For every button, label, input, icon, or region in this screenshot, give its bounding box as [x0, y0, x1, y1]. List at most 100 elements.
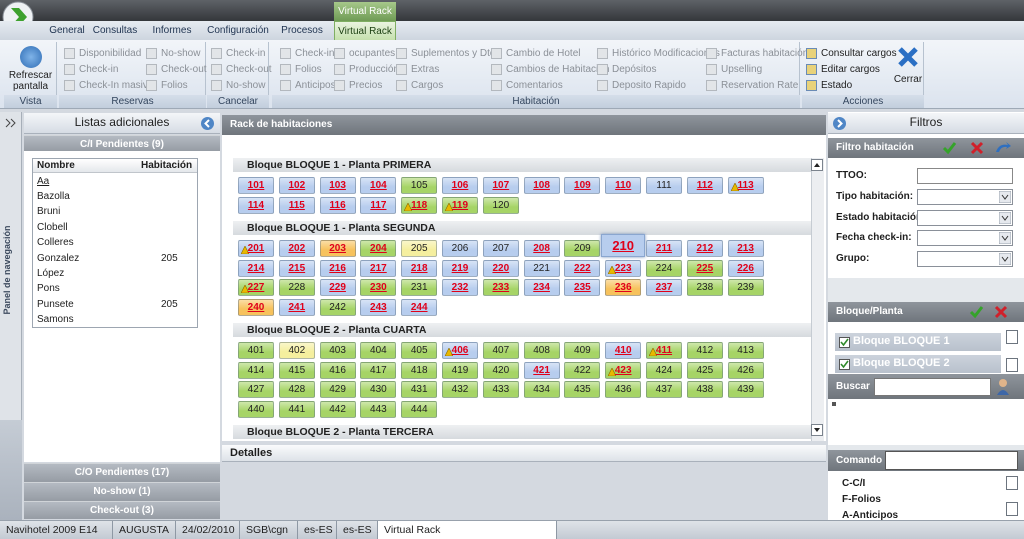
room[interactable]: 217: [360, 259, 397, 277]
search-icon[interactable]: [995, 377, 1013, 397]
scroll-down[interactable]: [811, 424, 823, 436]
room[interactable]: 435: [564, 381, 601, 398]
room[interactable]: 223: [605, 259, 642, 277]
command-item[interactable]: C-C/I: [842, 478, 866, 489]
room[interactable]: 415: [278, 361, 315, 379]
room[interactable]: 206: [442, 240, 478, 257]
room[interactable]: 108: [523, 177, 560, 194]
tab[interactable]: Informes: [152, 25, 192, 36]
room[interactable]: 239: [727, 279, 764, 296]
room[interactable]: 101: [238, 177, 274, 194]
room[interactable]: 106: [442, 177, 478, 194]
room[interactable]: 244: [401, 298, 438, 316]
room[interactable]: 243: [360, 298, 397, 316]
refresh-icon[interactable]: [996, 142, 1011, 152]
room[interactable]: 202: [278, 240, 315, 257]
field-select[interactable]: [917, 251, 1013, 268]
ribbon-button-large[interactable]: Refrescar pantalla: [4, 44, 57, 94]
scroll-up[interactable]: [1006, 476, 1018, 490]
room[interactable]: 436: [605, 381, 642, 398]
command-input[interactable]: [885, 451, 1018, 470]
room[interactable]: 232: [442, 279, 478, 296]
room[interactable]: 432: [442, 381, 478, 398]
room[interactable]: 227: [238, 279, 274, 296]
room[interactable]: 414: [238, 361, 274, 379]
room[interactable]: 103: [319, 177, 356, 194]
scroll-up[interactable]: [1006, 330, 1018, 344]
room[interactable]: 403: [319, 342, 356, 359]
room[interactable]: 219: [442, 259, 478, 277]
apply-icon[interactable]: [942, 142, 957, 155]
apply-icon[interactable]: [969, 306, 984, 319]
room[interactable]: 438: [686, 381, 723, 398]
scrollbar[interactable]: [811, 158, 824, 441]
tab[interactable]: Procesos: [281, 25, 323, 36]
room[interactable]: 112: [686, 177, 723, 194]
room[interactable]: 408: [523, 342, 560, 359]
clear-icon[interactable]: [970, 141, 984, 155]
details-header[interactable]: Detalles: [222, 445, 826, 462]
filter-row[interactable]: Aa: [37, 176, 50, 187]
room[interactable]: 226: [727, 259, 764, 277]
room[interactable]: 404: [360, 342, 397, 359]
room[interactable]: 413: [727, 342, 764, 359]
room[interactable]: 420: [482, 361, 519, 379]
room[interactable]: 111: [646, 177, 682, 194]
command-item[interactable]: A-Anticipos: [842, 510, 899, 520]
room[interactable]: 401: [238, 342, 274, 359]
room[interactable]: 442: [319, 400, 356, 418]
room[interactable]: 423: [605, 361, 642, 379]
block-actions[interactable]: [968, 304, 1018, 320]
room[interactable]: 204: [360, 240, 397, 257]
block-item[interactable]: Bloque BLOQUE 2: [835, 355, 1001, 373]
collapse-button[interactable]: [832, 116, 847, 131]
list-header[interactable]: C/O Pendientes (17): [24, 463, 220, 482]
room[interactable]: 203: [319, 240, 356, 257]
list-header[interactable]: Check-out (3): [24, 501, 220, 519]
room[interactable]: 434: [523, 381, 560, 398]
room[interactable]: 230: [360, 279, 397, 296]
tab[interactable]: Configuración: [207, 25, 269, 36]
room[interactable]: 437: [646, 381, 682, 398]
room[interactable]: 114: [238, 196, 274, 214]
room[interactable]: 411: [646, 342, 682, 359]
room[interactable]: 409: [564, 342, 601, 359]
ribbon-button-large[interactable]: Cerrar: [890, 44, 926, 94]
tab[interactable]: General: [49, 25, 85, 36]
room[interactable]: 231: [401, 279, 438, 296]
room[interactable]: 213: [727, 240, 764, 257]
room[interactable]: 440: [238, 400, 274, 418]
room[interactable]: 214: [238, 259, 274, 277]
checkbox[interactable]: [839, 359, 850, 370]
room[interactable]: 208: [523, 240, 560, 257]
field-select[interactable]: [917, 230, 1013, 247]
clear-icon[interactable]: [994, 305, 1008, 319]
room[interactable]: 235: [564, 279, 601, 296]
room[interactable]: 424: [646, 361, 682, 379]
list-header[interactable]: No-show (1): [24, 482, 220, 501]
room[interactable]: 412: [686, 342, 723, 359]
room[interactable]: 104: [360, 177, 397, 194]
room[interactable]: 429: [319, 381, 356, 398]
room[interactable]: 205: [401, 240, 438, 257]
room[interactable]: 218: [401, 259, 438, 277]
scroll-down[interactable]: [1006, 502, 1018, 516]
room[interactable]: 241: [278, 298, 315, 316]
room[interactable]: 229: [319, 279, 356, 296]
room[interactable]: 237: [646, 279, 682, 296]
room[interactable]: 426: [727, 361, 764, 379]
room[interactable]: 428: [278, 381, 315, 398]
collapse-button[interactable]: [200, 116, 215, 131]
room[interactable]: 211: [646, 240, 682, 257]
room[interactable]: 431: [401, 381, 438, 398]
room[interactable]: 225: [686, 259, 723, 277]
room[interactable]: 222: [564, 259, 601, 277]
room[interactable]: 107: [482, 177, 519, 194]
room[interactable]: 119: [442, 196, 478, 214]
room[interactable]: 221: [523, 259, 560, 277]
room[interactable]: 238: [686, 279, 723, 296]
room[interactable]: 405: [401, 342, 438, 359]
room[interactable]: 116: [319, 196, 356, 214]
room[interactable]: 402: [278, 342, 315, 359]
room[interactable]: 215: [278, 259, 315, 277]
